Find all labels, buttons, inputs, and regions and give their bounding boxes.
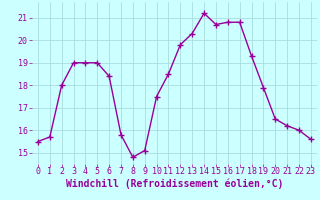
X-axis label: Windchill (Refroidissement éolien,°C): Windchill (Refroidissement éolien,°C) [66,179,283,189]
